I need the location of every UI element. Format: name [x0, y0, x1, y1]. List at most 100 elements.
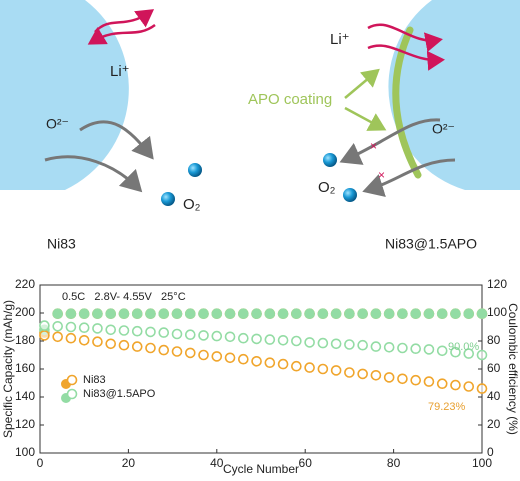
y-tick-label: 200 — [15, 305, 35, 319]
marker — [463, 381, 475, 392]
arrow — [87, 23, 156, 45]
label: O²⁻ — [432, 121, 455, 137]
label: O²⁻ — [46, 116, 69, 132]
marker — [158, 308, 170, 320]
marker — [65, 332, 77, 344]
marker — [277, 334, 289, 346]
marker — [450, 346, 461, 358]
y2-tick-label: 0 — [487, 445, 494, 459]
ball — [161, 192, 175, 206]
arrow — [339, 118, 441, 165]
marker — [184, 347, 196, 359]
marker — [224, 352, 236, 364]
marker — [211, 351, 223, 362]
y-tick-label: 120 — [15, 417, 35, 431]
marker — [450, 379, 461, 391]
label: O₂ — [318, 179, 336, 196]
marker — [344, 308, 355, 320]
marker — [131, 325, 143, 337]
marker — [317, 308, 329, 320]
marker — [92, 323, 103, 334]
y-tick-label: 100 — [15, 445, 35, 459]
y-tick-label: 220 — [15, 277, 35, 291]
marker — [224, 331, 236, 343]
marker — [476, 349, 488, 361]
ball — [343, 188, 357, 202]
marker — [370, 308, 382, 320]
x-tick-label: 60 — [299, 456, 313, 470]
marker — [158, 327, 170, 338]
marker — [105, 324, 117, 336]
marker — [277, 308, 289, 320]
marker — [52, 308, 63, 320]
marker — [65, 321, 77, 333]
label: Li⁺ — [110, 63, 130, 80]
marker — [397, 308, 408, 320]
cross: × — [370, 139, 377, 153]
marker — [145, 326, 156, 338]
marker — [184, 329, 196, 341]
cross: × — [378, 168, 385, 182]
label: O₂ — [183, 196, 201, 213]
marker — [52, 331, 63, 343]
y2-tick-label: 120 — [487, 277, 507, 291]
marker — [450, 308, 461, 320]
annotation: 0.5C 2.8V- 4.55V 25°C — [62, 291, 186, 303]
marker — [383, 372, 395, 383]
ball — [323, 153, 337, 167]
marker — [277, 358, 289, 370]
marker — [131, 341, 143, 352]
marker — [423, 376, 435, 387]
marker — [304, 308, 315, 320]
marker — [224, 308, 236, 320]
y-tick-label: 160 — [15, 361, 35, 375]
arrow — [367, 44, 445, 71]
legend-label: Ni83 — [83, 374, 106, 386]
marker — [330, 365, 342, 376]
marker — [118, 339, 130, 351]
marker — [158, 344, 170, 356]
arrow — [344, 106, 387, 131]
marker — [145, 308, 156, 320]
arrow — [79, 120, 154, 160]
coating — [392, 26, 422, 179]
marker — [330, 338, 342, 350]
marker — [476, 308, 488, 320]
marker — [291, 360, 302, 372]
marker — [211, 308, 223, 320]
marker — [357, 308, 368, 320]
marker — [383, 341, 395, 353]
marker — [238, 308, 249, 320]
marker — [251, 308, 262, 320]
label: APO coating — [248, 91, 332, 108]
marker — [264, 308, 276, 320]
marker — [238, 353, 249, 365]
y-axis-label: Specific Capacity (mAh/g) — [1, 300, 15, 438]
marker — [410, 308, 422, 320]
marker — [436, 345, 448, 357]
marker — [344, 367, 355, 378]
annotation: 90.0% — [448, 341, 479, 353]
label: Ni83@1.5APO — [385, 236, 477, 252]
marker — [370, 369, 382, 381]
marker — [52, 320, 63, 332]
marker — [397, 373, 408, 385]
label: Li⁺ — [330, 31, 350, 48]
marker — [383, 308, 395, 320]
marker — [238, 332, 249, 344]
marker — [330, 308, 342, 320]
marker — [198, 308, 209, 320]
marker — [171, 328, 183, 340]
marker — [198, 349, 209, 361]
marker — [291, 308, 302, 320]
x-tick-label: 100 — [472, 456, 492, 470]
marker — [65, 308, 77, 320]
marker — [264, 334, 276, 345]
particle — [388, 0, 520, 190]
marker — [397, 342, 408, 354]
marker — [251, 333, 262, 345]
marker — [344, 339, 355, 350]
y-tick-label: 140 — [15, 389, 35, 403]
y2-axis-label: Coulombic efficiency (%) — [506, 303, 520, 435]
legend-marker — [66, 388, 78, 400]
